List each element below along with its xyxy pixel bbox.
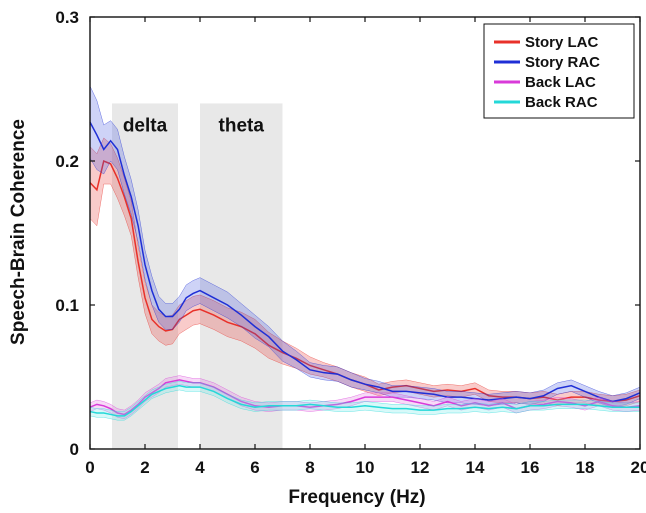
- legend-label: Back LAC: [525, 74, 596, 91]
- legend-label: Back RAC: [525, 94, 598, 111]
- series-layer: [89, 86, 641, 421]
- legend-label: Story RAC: [525, 54, 600, 71]
- x-tick-label: 4: [195, 458, 205, 477]
- x-tick-label: 0: [85, 458, 94, 477]
- x-tick-label: 6: [250, 458, 259, 477]
- x-tick-label: 18: [576, 458, 595, 477]
- x-tick-label: 8: [305, 458, 314, 477]
- band-label-theta: theta: [219, 115, 265, 136]
- x-axis-label: Frequency (Hz): [288, 487, 425, 508]
- x-tick-label: 2: [140, 458, 149, 477]
- x-tick-label: 20: [631, 458, 646, 477]
- x-tick-label: 16: [521, 458, 540, 477]
- x-tick-label: 12: [411, 458, 430, 477]
- y-tick-label: 0.3: [55, 8, 79, 27]
- y-tick-label: 0.1: [55, 296, 79, 315]
- frequency-bands: delta theta: [112, 103, 283, 450]
- y-tick-label: 0: [70, 440, 79, 459]
- x-tick-label: 14: [466, 458, 485, 477]
- series-line-back-rac: [89, 384, 640, 417]
- band-label-delta: delta: [123, 115, 168, 136]
- legend-label: Story LAC: [525, 34, 599, 51]
- y-tick-label: 0.2: [55, 152, 79, 171]
- series-line-story-rac: [89, 121, 641, 403]
- legend: Story LAC Story RAC Back LAC Back RAC: [483, 23, 635, 119]
- x-tick-label: 10: [356, 458, 375, 477]
- axes-layer: 0 2 4 6 8 10 12 14 16 18 20 0 0.1 0.2 0.3: [55, 8, 646, 477]
- band-delta: [112, 103, 178, 450]
- y-axis-label: Speech-Brain Coherence: [8, 119, 29, 345]
